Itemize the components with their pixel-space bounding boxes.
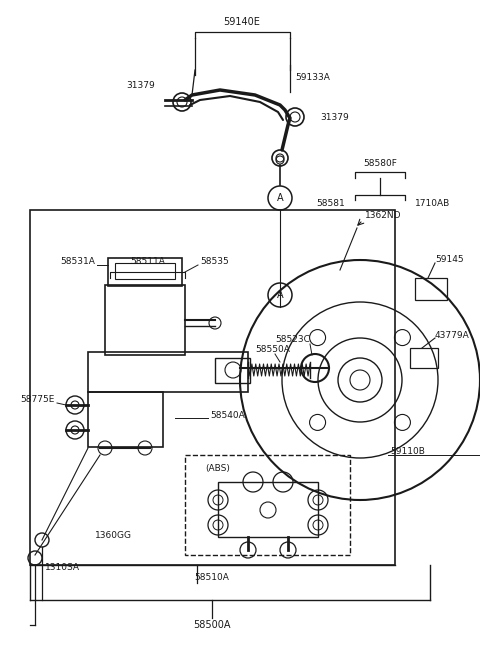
Bar	[410, 348, 438, 368]
Text: 1360GG: 1360GG	[95, 531, 132, 540]
Bar	[105, 285, 185, 355]
Text: 58510A: 58510A	[194, 574, 229, 582]
Text: 58500A: 58500A	[193, 620, 231, 630]
Bar	[415, 278, 447, 300]
Text: 1710AB: 1710AB	[415, 200, 450, 208]
Text: 58535: 58535	[200, 257, 229, 267]
Text: 58540A: 58540A	[210, 411, 245, 419]
Text: 58775E: 58775E	[21, 396, 55, 405]
Text: 1310SA: 1310SA	[45, 563, 80, 572]
Text: 31379: 31379	[126, 81, 155, 90]
Text: 58511A: 58511A	[131, 257, 166, 267]
Text: 43779A: 43779A	[435, 331, 470, 339]
Text: A: A	[276, 290, 283, 300]
Text: 58531A: 58531A	[60, 257, 95, 267]
Text: 58580F: 58580F	[363, 159, 397, 168]
Bar	[88, 352, 248, 392]
Text: 58550A: 58550A	[255, 345, 290, 354]
Bar	[115, 263, 175, 279]
Bar	[185, 455, 350, 555]
Text: 31379: 31379	[320, 113, 349, 122]
Text: 59140E: 59140E	[224, 17, 261, 27]
Text: 59145: 59145	[435, 255, 464, 265]
Text: 1362ND: 1362ND	[365, 212, 401, 221]
Bar	[108, 258, 182, 286]
Text: 59110B: 59110B	[390, 447, 425, 457]
Text: 58581: 58581	[316, 200, 345, 208]
Bar	[88, 392, 163, 447]
Text: (ABS): (ABS)	[205, 464, 230, 472]
Bar	[215, 358, 250, 383]
Bar	[218, 482, 318, 537]
Text: A: A	[276, 193, 283, 203]
Text: 59133A: 59133A	[295, 73, 330, 81]
Text: 58523C: 58523C	[275, 335, 310, 345]
Bar	[30, 210, 395, 565]
